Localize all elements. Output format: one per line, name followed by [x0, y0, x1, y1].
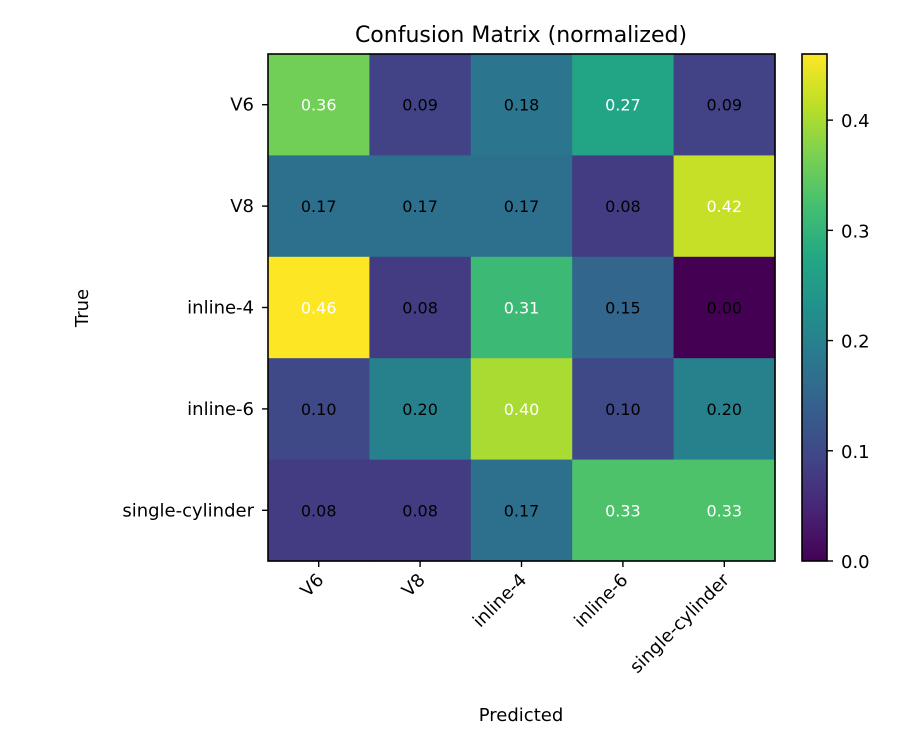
heatmap-cell	[572, 256, 675, 359]
heatmap-cell	[470, 358, 573, 461]
heatmap-grid	[268, 54, 776, 562]
colorbar-tick-label: 0.4	[841, 111, 870, 132]
colorbar-tick-label: 0.3	[841, 221, 870, 242]
heatmap-cell	[268, 256, 370, 359]
colorbar-ticks: 0.0 0.1 0.2 0.3 0.4	[827, 111, 870, 573]
colorbar-frame	[801, 53, 828, 562]
cell-value-label: 0.17	[402, 197, 438, 216]
heatmap-cell	[470, 155, 573, 258]
heatmap-cell	[268, 155, 370, 258]
heatmap-cell	[470, 54, 573, 156]
cell-value-label: 0.08	[402, 501, 438, 520]
heatmap-cell	[268, 54, 370, 156]
cell-value-label: 0.17	[504, 501, 540, 520]
cell-value-label: 0.20	[402, 400, 438, 419]
y-tick-label: single-cylinder	[122, 500, 254, 521]
colorbar-gradient	[802, 54, 827, 561]
cell-value-label: 0.17	[504, 197, 540, 216]
x-tick-label: V6	[297, 570, 329, 602]
cell-value-label: 0.00	[706, 299, 742, 318]
heatmap-cell	[470, 459, 573, 562]
heatmap-cell	[673, 256, 776, 359]
y-axis-title: True	[72, 289, 93, 328]
cell-value-label: 0.10	[605, 400, 641, 419]
heatmap-cell	[673, 459, 776, 562]
y-tick-label: V6	[230, 95, 254, 116]
colorbar-tick-label: 0.1	[841, 442, 870, 463]
y-axis: V6 V8 inline-4 inline-6 single-cylinder	[122, 95, 268, 521]
chart-title: Confusion Matrix (normalized)	[355, 23, 687, 48]
heatmap-cell	[369, 155, 472, 258]
heatmap-cell	[572, 155, 675, 258]
cell-labels: 0.36 0.09 0.18 0.27 0.09 0.17 0.17 0.17 0.08 0.42…	[301, 96, 742, 521]
cell-value-label: 0.09	[402, 96, 438, 115]
cell-value-label: 0.18	[504, 96, 540, 115]
colorbar: 0.0 0.1 0.2 0.3 0.4	[801, 53, 870, 573]
x-tick-label: inline-4	[469, 570, 531, 632]
y-tick-label: V8	[230, 196, 254, 217]
heatmap-cell	[369, 256, 472, 359]
x-tick-label: inline-6	[570, 570, 632, 632]
cell-value-label: 0.08	[402, 299, 438, 318]
cell-value-label: 0.09	[706, 96, 742, 115]
y-tick-label: inline-4	[187, 298, 254, 319]
colorbar-tick-label: 0.0	[841, 552, 870, 573]
cell-value-label: 0.46	[301, 299, 337, 318]
heatmap-cell	[673, 54, 776, 156]
cell-value-label: 0.40	[504, 400, 540, 419]
heatmap-cell	[673, 358, 776, 461]
cell-value-label: 0.17	[301, 197, 337, 216]
cell-value-label: 0.20	[706, 400, 742, 419]
heatmap-cell	[673, 155, 776, 258]
heatmap-cell	[572, 459, 675, 562]
heatmap-cell	[268, 358, 370, 461]
heatmap-cell	[572, 358, 675, 461]
cell-value-label: 0.36	[301, 96, 337, 115]
cell-value-label: 0.33	[605, 501, 641, 520]
y-tick-label: inline-6	[187, 399, 254, 420]
colorbar-tick-label: 0.2	[841, 332, 870, 353]
cell-value-label: 0.08	[605, 197, 641, 216]
heatmap-cell	[369, 358, 472, 461]
cell-value-label: 0.15	[605, 299, 641, 318]
x-tick-label: V8	[398, 570, 430, 602]
heatmap-cell	[268, 459, 370, 562]
cell-value-label: 0.27	[605, 96, 641, 115]
heatmap-cell	[369, 459, 472, 562]
x-tick-label: single-cylinder	[626, 569, 734, 677]
cell-value-label: 0.08	[301, 501, 337, 520]
x-axis-title: Predicted	[479, 705, 564, 726]
heatmap-cell	[572, 54, 675, 156]
heatmap-cell	[369, 54, 472, 156]
cell-value-label: 0.42	[706, 197, 742, 216]
cell-value-label: 0.31	[504, 299, 540, 318]
heatmap-cell	[470, 256, 573, 359]
cell-value-label: 0.33	[706, 501, 742, 520]
cell-value-label: 0.10	[301, 400, 337, 419]
